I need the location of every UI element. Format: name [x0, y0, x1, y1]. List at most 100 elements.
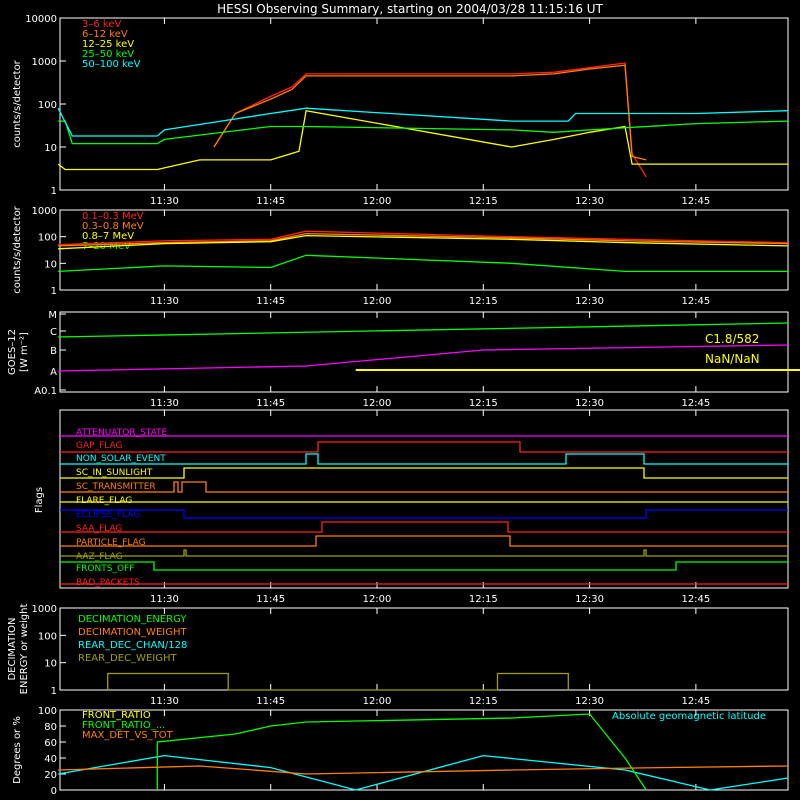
y-tick-label: 1000 [32, 57, 57, 68]
time-tick-label: 12:45 [681, 398, 710, 409]
p2-legend-item: 0.1–0.3 MeV [82, 211, 144, 222]
time-tick-label: 12:15 [469, 594, 498, 605]
series-line [58, 765, 789, 775]
time-tick-label: 12:45 [681, 696, 710, 707]
series-line [57, 109, 788, 171]
flag-trace [60, 453, 788, 465]
time-tick-label: 11:45 [256, 696, 285, 707]
p4-ylabel: Flags [34, 487, 45, 513]
panel-frame-4 [59, 409, 789, 589]
flag-label: NON_SOLAR_EVENT [76, 454, 166, 464]
time-tick-label: 11:45 [256, 398, 285, 409]
y-tick-label: A [50, 367, 57, 378]
time-tick-label: 12:00 [363, 196, 392, 207]
p6-legend-item: FRONT_RATIO_... [82, 720, 165, 731]
time-tick-label: 11:30 [150, 196, 179, 207]
flag-trace [60, 561, 788, 571]
series-line [58, 232, 789, 247]
p2-legend-item: 0.3–0.8 MeV [82, 221, 144, 232]
p2-legend-item: 0.8–7 MeV [82, 231, 134, 242]
p5-legend-item: DECIMATION_WEIGHT [78, 627, 187, 638]
y-tick-label: 100 [38, 631, 57, 642]
y-tick-label: B [50, 346, 57, 357]
time-tick-label: 12:15 [469, 296, 498, 307]
y-tick-label: 1000 [32, 604, 57, 615]
time-tick-label: 12:00 [363, 296, 392, 307]
time-tick-label: 11:45 [256, 196, 285, 207]
flag-label: SC_IN_SUNLIGHT [76, 468, 153, 478]
p1-legend-item: 25–50 keV [82, 49, 134, 60]
plot-marks: 11:30 11:45 12:00 12:15 12:30 12:45 11:30 11:45… [25, 14, 800, 797]
time-tick-label: 11:30 [150, 398, 179, 409]
time-tick-label: 12:30 [575, 196, 604, 207]
flag-trace [60, 441, 788, 453]
series-line [57, 107, 789, 137]
y-tick-label: 0 [51, 786, 57, 797]
p6-legend-item: MAX_DET_VS_TOT [82, 730, 174, 741]
series-line [213, 64, 647, 161]
y-tick-label: 1 [51, 186, 57, 197]
flag-label: FLARE_FLAG [76, 496, 132, 506]
geomag-latitude-label: Absolute geomagnetic latitude [612, 711, 766, 722]
y-tick-label: 10 [44, 259, 57, 270]
time-tick-label: 11:30 [150, 696, 179, 707]
flag-label: ECLIPSE_FLAG [76, 510, 140, 520]
time-tick-label: 11:30 [150, 296, 179, 307]
time-tick-label: 12:15 [469, 398, 498, 409]
flag-label: SC_TRANSMITTER [76, 482, 156, 492]
p5-legend-item: DECIMATION_ENERGY [78, 614, 187, 625]
y-tick-label: 10 [44, 143, 57, 154]
panel-frame-6 [59, 709, 789, 791]
time-tick-label: 12:30 [575, 594, 604, 605]
flag-trace [60, 549, 788, 557]
y-tick-label: 1000 [32, 206, 57, 217]
flag-label: FRONTS_OFF [76, 564, 134, 574]
y-tick-label: 1 [51, 686, 57, 697]
series-line [58, 254, 788, 273]
series-line [156, 713, 647, 791]
flag-label: GAP_FLAG [76, 441, 122, 451]
p5-legend-item: REAR_DEC_CHAN/128 [78, 640, 187, 651]
time-tick-label: 11:45 [256, 594, 285, 605]
y-tick-label: 10 [44, 659, 57, 670]
y-tick-label: 20 [44, 770, 57, 781]
goes-annot-1: C1.8/582 [705, 332, 759, 346]
y-tick-label: 100 [38, 706, 57, 717]
p1-legend-item: 50–100 keV [82, 59, 141, 70]
y-tick-label: 40 [44, 754, 57, 765]
y-tick-label: 100 [38, 233, 57, 244]
p1-legend-item: 12–25 keV [82, 39, 134, 50]
p5-ylabel-1: DECIMATION [7, 617, 18, 680]
flag-trace [60, 467, 788, 479]
flag-label: AAZ_FLAG [76, 552, 123, 562]
y-tick-label: M [48, 310, 57, 321]
time-tick-label: 12:30 [575, 398, 604, 409]
series-line [57, 754, 789, 791]
time-tick-label: 12:30 [575, 696, 604, 707]
flag-label: SAA_FLAG [76, 524, 122, 534]
y-tick-label: 1 [51, 286, 57, 297]
time-tick-label: 12:45 [681, 594, 710, 605]
y-tick-label: 60 [44, 738, 57, 749]
flag-trace [60, 509, 788, 519]
time-tick-label: 12:45 [681, 296, 710, 307]
p3-ylabel-1: GOES–12 [7, 329, 18, 375]
p6-ylabel: Degrees or % [12, 716, 23, 784]
p2-ylabel: counts/s/detector [12, 205, 23, 293]
y-tick-label: 80 [44, 722, 57, 733]
series-line [58, 234, 789, 250]
flag-trace [60, 521, 788, 533]
y-tick-label: 10000 [25, 14, 57, 25]
time-tick-label: 12:00 [363, 594, 392, 605]
time-tick-label: 12:15 [469, 696, 498, 707]
p5-legend-item: REAR_DEC_WEIGHT [78, 653, 177, 664]
series-line [58, 120, 789, 145]
p3-ylabel-2: [W m⁻²] [19, 332, 30, 372]
flag-label: ATTENUATOR_STATE [76, 428, 168, 438]
flag-trace [60, 481, 788, 493]
time-tick-label: 11:30 [150, 594, 179, 605]
time-tick-label: 12:00 [363, 398, 392, 409]
flag-label: PARTICLE_FLAG [76, 538, 146, 548]
